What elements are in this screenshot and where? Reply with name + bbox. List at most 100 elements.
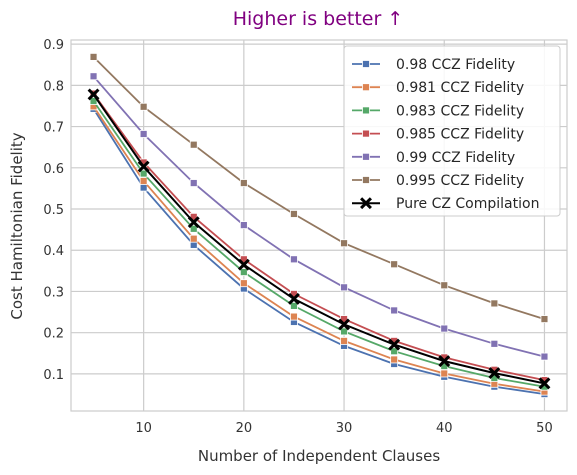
square-marker — [139, 169, 148, 178]
square-marker — [540, 352, 549, 361]
x-axis-label: Number of Independent Clauses — [198, 447, 440, 465]
series-5 — [89, 53, 549, 323]
x-tick-label: 30 — [336, 421, 353, 436]
square-marker — [390, 347, 399, 356]
legend-item: 0.995 CCZ Fidelity — [352, 173, 524, 189]
y-tick-label: 0.5 — [43, 203, 64, 218]
series-line — [92, 93, 545, 385]
square-marker — [290, 210, 298, 218]
square-marker — [340, 337, 348, 345]
square-marker — [239, 279, 248, 288]
square-marker — [189, 234, 198, 243]
legend: 0.98 CCZ Fidelity 0.981 CCZ Fidelity 0.983… — [343, 45, 561, 217]
series-line — [92, 105, 545, 393]
legend-box — [343, 45, 561, 217]
square-marker — [490, 299, 499, 308]
x-tick-label: 10 — [135, 421, 152, 436]
x-marker — [287, 292, 300, 305]
x-marker-stroke — [237, 258, 250, 271]
series-4 — [89, 72, 549, 361]
square-marker — [139, 177, 148, 185]
square-marker — [189, 140, 198, 149]
square-marker — [362, 176, 370, 184]
x-marker — [237, 258, 250, 271]
x-marker-stroke — [438, 355, 451, 368]
legend-item: 0.983 CCZ Fidelity — [352, 103, 524, 119]
x-marker — [488, 367, 501, 380]
square-marker — [189, 179, 198, 187]
square-marker — [290, 301, 298, 310]
x-marker-stroke — [338, 318, 351, 331]
square-marker — [340, 283, 348, 292]
legend-item: 0.981 CCZ Fidelity — [352, 80, 524, 96]
y-tick-label: 0.7 — [43, 121, 64, 136]
series-line — [92, 75, 545, 358]
square-marker — [362, 60, 370, 68]
legend-label: 0.985 CCZ Fidelity — [396, 127, 524, 143]
square-marker — [189, 224, 198, 233]
x-marker-stroke — [87, 88, 100, 101]
series-layer — [87, 53, 551, 398]
x-marker — [360, 197, 372, 210]
x-marker-stroke — [187, 216, 200, 229]
square-marker — [239, 221, 248, 229]
series-line — [92, 56, 545, 320]
x-marker-stroke — [287, 292, 300, 305]
chart-title: Higher is better ↑ — [233, 8, 404, 30]
square-marker — [362, 106, 370, 115]
square-marker — [362, 152, 370, 161]
legend-item: Pure CZ Compilation — [352, 196, 539, 212]
square-marker — [340, 327, 348, 336]
x-marker-stroke — [388, 338, 401, 351]
square-marker — [239, 179, 248, 187]
x-marker — [137, 160, 150, 173]
series-line — [92, 100, 545, 388]
square-marker — [139, 102, 148, 111]
y-tick-labels: 0.1 0.2 0.3 0.4 0.5 0.6 0.7 0.8 0.9 — [43, 38, 64, 383]
legend-item: 0.985 CCZ Fidelity — [352, 127, 524, 143]
legend-label: 0.99 CCZ Fidelity — [396, 150, 515, 166]
square-marker — [89, 72, 98, 81]
legend-label: 0.98 CCZ Fidelity — [396, 57, 515, 73]
legend-label: 0.981 CCZ Fidelity — [396, 80, 524, 96]
series-line — [92, 108, 545, 395]
y-tick-label: 0.9 — [43, 38, 64, 53]
square-marker — [139, 130, 148, 138]
square-marker — [239, 268, 248, 276]
square-marker — [290, 312, 298, 321]
square-marker — [340, 239, 348, 248]
series-2 — [89, 97, 549, 391]
legend-item: 0.98 CCZ Fidelity — [352, 57, 515, 73]
x-marker — [438, 355, 451, 368]
y-tick-label: 0.1 — [43, 368, 64, 383]
x-marker-stroke — [488, 367, 501, 380]
x-tick-labels: 10 20 30 40 50 — [135, 421, 552, 436]
series-line — [92, 93, 545, 381]
x-marker-stroke — [538, 377, 551, 390]
square-marker — [290, 255, 298, 264]
x-marker — [187, 216, 200, 229]
square-marker — [390, 260, 399, 269]
plot-frame — [70, 39, 568, 412]
x-marker — [338, 318, 351, 331]
legend-label: 0.983 CCZ Fidelity — [396, 103, 524, 119]
square-marker — [390, 355, 399, 364]
square-marker — [362, 83, 370, 92]
square-marker — [440, 369, 449, 378]
y-tick-label: 0.2 — [43, 327, 64, 342]
y-tick-label: 0.8 — [43, 79, 64, 94]
y-tick-label: 0.4 — [43, 244, 64, 259]
x-tick-label: 40 — [436, 421, 453, 436]
legend-item: 0.99 CCZ Fidelity — [352, 150, 515, 166]
y-tick-label: 0.6 — [43, 162, 64, 177]
x-marker — [87, 88, 100, 101]
square-marker — [390, 306, 399, 315]
square-marker — [490, 339, 499, 348]
x-tick-label: 20 — [236, 421, 253, 436]
series-6 — [87, 88, 551, 390]
y-axis-label: Cost Hamiltonian Fidelity — [8, 132, 26, 319]
square-marker — [362, 129, 370, 138]
square-marker — [440, 281, 449, 290]
x-marker — [388, 338, 401, 351]
